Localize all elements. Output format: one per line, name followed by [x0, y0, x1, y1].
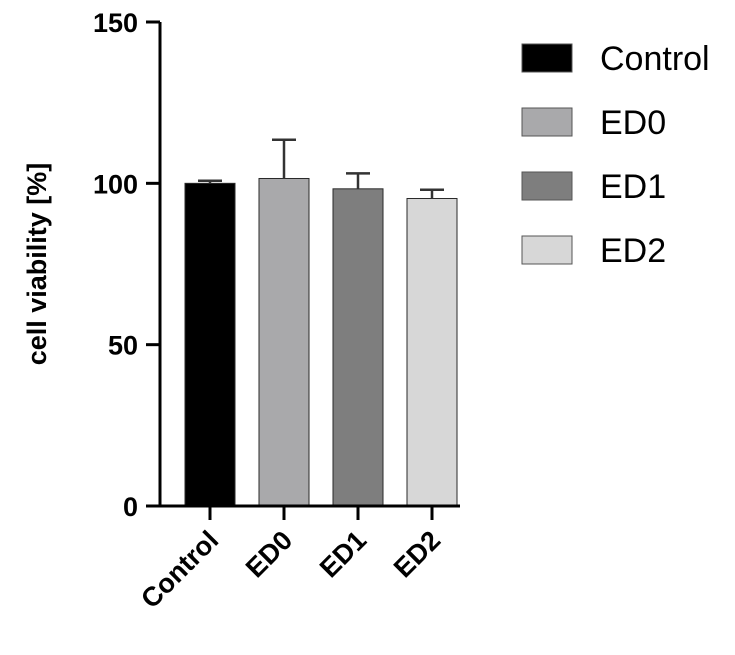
error-bar-control [198, 179, 222, 184]
x-ticks-layer: Control ED0 ED1 ED2 [135, 506, 446, 614]
legend-swatch-ed0 [521, 107, 573, 137]
x-tick-label-ed2: ED2 [388, 525, 446, 583]
bar-ed1 [332, 188, 384, 507]
y-axis-title: cell viability [%] [22, 163, 52, 366]
bar-control [184, 182, 236, 507]
legend: Control ED0 ED1 ED2 [521, 40, 710, 270]
legend-swatch-ed2 [521, 235, 573, 265]
legend-label-ed2: ED2 [600, 232, 666, 270]
x-tick-label-ed1: ED1 [314, 525, 372, 583]
error-bars-layer [198, 138, 444, 199]
legend-item-ed0: ED0 [521, 104, 666, 142]
y-tick-label-100: 100 [93, 169, 138, 199]
y-tick-label-0: 0 [123, 492, 138, 522]
legend-item-ed2: ED2 [521, 232, 666, 270]
x-tick-label-ed0: ED0 [240, 525, 298, 583]
error-bar-ed1 [346, 172, 370, 189]
y-ticks-layer: 0 50 100 150 [93, 8, 160, 522]
error-bar-ed0 [272, 138, 296, 179]
y-tick-label-150: 150 [93, 8, 138, 38]
error-bar-ed2 [420, 188, 444, 199]
legend-label-ed1: ED1 [600, 168, 666, 206]
bar-ed0 [258, 177, 310, 507]
bars-layer [184, 177, 458, 507]
y-tick-label-50: 50 [108, 331, 138, 361]
legend-swatch-control [521, 43, 573, 73]
legend-label-control: Control [600, 40, 710, 78]
legend-item-ed1: ED1 [521, 168, 666, 206]
legend-swatch-ed1 [521, 171, 573, 201]
legend-item-control: Control [521, 40, 710, 78]
bar-ed2 [406, 197, 458, 507]
x-tick-label-control: Control [135, 525, 224, 614]
legend-label-ed0: ED0 [600, 104, 666, 142]
